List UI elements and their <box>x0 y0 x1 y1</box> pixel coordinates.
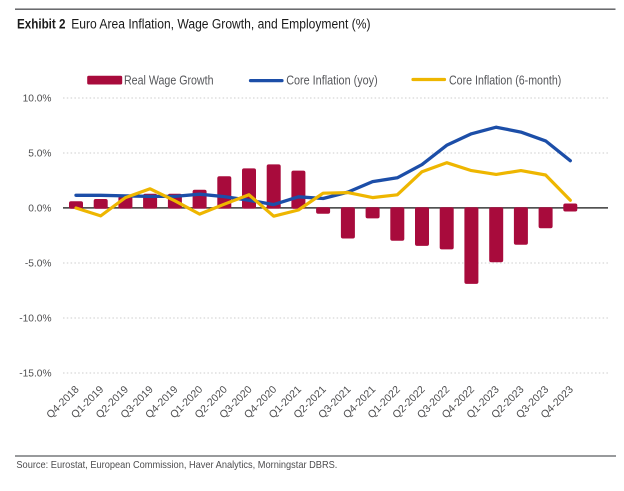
svg-text:5.0%: 5.0% <box>28 149 51 160</box>
svg-text:-15.0%: -15.0% <box>19 369 51 380</box>
svg-text:Euro Area Inflation, Wage Grow: Euro Area Inflation, Wage Growth, and Em… <box>71 17 370 32</box>
svg-text:0.0%: 0.0% <box>28 204 51 215</box>
svg-text:Core Inflation (6-month): Core Inflation (6-month) <box>449 73 561 88</box>
svg-text:-10.0%: -10.0% <box>19 314 51 325</box>
svg-text:Exhibit 2: Exhibit 2 <box>17 17 66 32</box>
svg-text:10.0%: 10.0% <box>23 94 52 105</box>
svg-text:-5.0%: -5.0% <box>25 259 52 270</box>
svg-text:Real Wage Growth: Real Wage Growth <box>124 73 214 88</box>
svg-text:Source: Eurostat, European Com: Source: Eurostat, European Commission, H… <box>16 460 337 471</box>
svg-text:Core Inflation (yoy): Core Inflation (yoy) <box>286 73 378 88</box>
